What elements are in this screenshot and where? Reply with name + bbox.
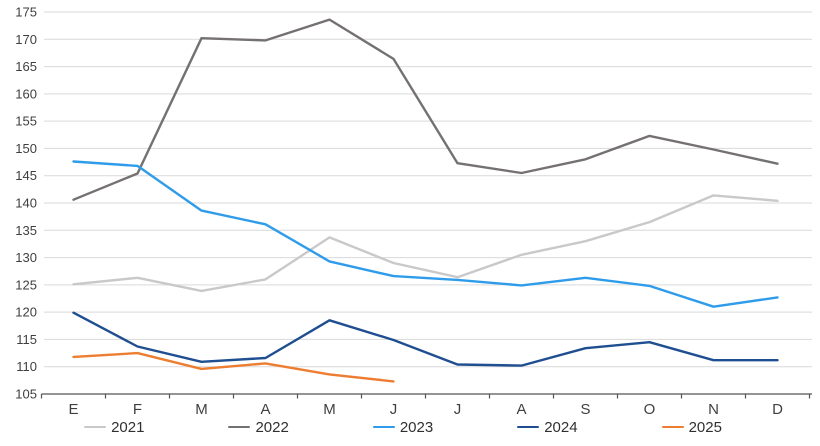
y-tick-label-140: 140 [15, 196, 37, 211]
gridlines [44, 11, 812, 368]
x-axis [40, 393, 812, 399]
y-tick-label-115: 115 [16, 332, 37, 347]
y-tick-label-145: 145 [15, 168, 37, 183]
x-tick-label-7: A [516, 401, 526, 418]
legend-label-2024: 2024 [544, 418, 578, 436]
legend-item-2023: 2023 [372, 418, 434, 436]
legend-item-2022: 2022 [228, 418, 289, 436]
x-tick-label-0: E [68, 401, 78, 418]
legend-item-2021: 2021 [84, 420, 144, 435]
x-tick-label-2: M [195, 401, 208, 418]
legend-item-2024: 2024 [517, 418, 578, 436]
y-tick-label-175: 175 [15, 5, 37, 20]
x-tick-label-8: S [580, 401, 590, 418]
legend-label-2025: 2025 [688, 418, 722, 436]
series-line-2023 [72, 160, 779, 308]
series-line-2024 [72, 311, 779, 367]
legend-label-2021: 2021 [111, 418, 145, 436]
legend-swatch-2023 [372, 425, 395, 429]
legend-swatch-2021 [84, 425, 107, 429]
y-tick-label-105: 105 [15, 387, 37, 402]
y-tick-label-155: 155 [15, 114, 37, 129]
legend-swatch-2024 [517, 425, 540, 429]
series-line-2022 [72, 18, 779, 201]
legend-item-2025: 2025 [661, 418, 722, 436]
legend-swatch-2022 [228, 425, 251, 429]
x-tick-label-6: J [454, 401, 462, 418]
y-tick-label-160: 160 [15, 86, 37, 101]
y-tick-label-170: 170 [15, 32, 37, 47]
series-lines [72, 18, 779, 383]
y-tick-label-135: 135 [15, 223, 37, 238]
x-tick-label-3: A [260, 401, 270, 418]
legend-label-2023: 2023 [399, 418, 434, 436]
legend-label-2022: 2022 [255, 418, 289, 436]
x-tick-label-4: M [323, 401, 336, 418]
legend-swatch-2025 [661, 425, 684, 429]
chart-legend: 2021 2022 2023 2024 2025 [0, 414, 820, 440]
y-tick-label-110: 110 [16, 359, 37, 374]
x-tick-label-1: F [133, 401, 142, 418]
series-line-2021 [72, 194, 779, 293]
x-tick-label-11: D [772, 401, 783, 418]
line-chart-canvas: 105 110 115 120 125 130 135 140 145 150 155 160 165 1… [15, 5, 812, 418]
x-tick-label-9: O [644, 401, 656, 418]
y-tick-label-130: 130 [15, 250, 37, 265]
x-tick-label-5: J [390, 401, 398, 418]
y-tick-label-120: 120 [15, 305, 37, 320]
x-tick-label-10: N [708, 401, 719, 418]
y-tick-label-165: 165 [15, 59, 37, 74]
series-line-2025 [72, 351, 395, 383]
y-axis-labels: 105 110 115 120 125 130 135 140 145 150 155 160 165 1… [15, 5, 37, 402]
y-tick-label-125: 125 [15, 277, 37, 292]
y-tick-label-150: 150 [15, 141, 37, 156]
